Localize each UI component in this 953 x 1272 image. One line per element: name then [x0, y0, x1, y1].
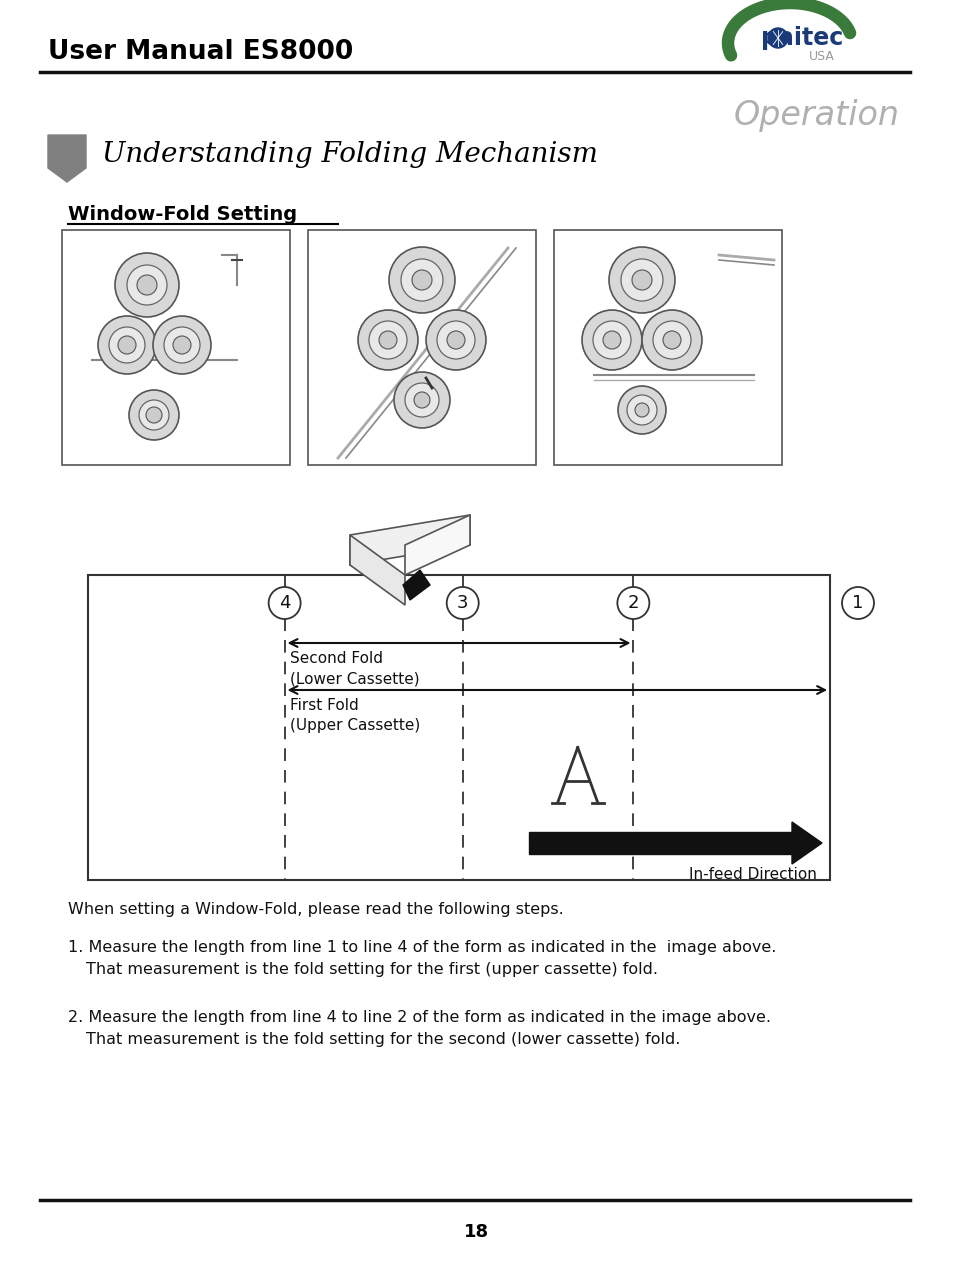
Circle shape — [841, 586, 873, 619]
Polygon shape — [48, 135, 86, 182]
Circle shape — [378, 331, 396, 349]
Text: Window-Fold Setting: Window-Fold Setting — [68, 206, 296, 224]
Circle shape — [608, 247, 675, 313]
Circle shape — [164, 327, 200, 363]
Text: (Upper Cassette): (Upper Cassette) — [290, 717, 419, 733]
Circle shape — [626, 396, 657, 425]
Circle shape — [405, 383, 438, 417]
Circle shape — [269, 586, 300, 619]
Polygon shape — [350, 515, 470, 565]
Circle shape — [617, 586, 649, 619]
Bar — [554, 230, 781, 466]
Text: paitec: paitec — [760, 25, 842, 50]
Polygon shape — [350, 536, 405, 605]
Circle shape — [662, 331, 680, 349]
Text: 1. Measure the length from line 1 to line 4 of the form as indicated in the  ima: 1. Measure the length from line 1 to lin… — [68, 940, 776, 955]
Circle shape — [767, 28, 787, 48]
Circle shape — [426, 310, 485, 370]
Circle shape — [369, 321, 407, 359]
Text: USA: USA — [808, 50, 834, 62]
Circle shape — [98, 315, 156, 374]
Circle shape — [129, 391, 179, 440]
Circle shape — [137, 275, 157, 295]
Circle shape — [412, 270, 432, 290]
Bar — [88, 575, 829, 880]
Text: 18: 18 — [464, 1222, 489, 1241]
Bar — [62, 230, 290, 466]
Circle shape — [109, 327, 145, 363]
Circle shape — [400, 259, 442, 301]
Circle shape — [618, 385, 665, 434]
Bar — [529, 832, 791, 854]
Circle shape — [146, 407, 162, 424]
Text: Operation: Operation — [733, 98, 899, 131]
Circle shape — [652, 321, 690, 359]
Circle shape — [620, 259, 662, 301]
Text: Understanding Folding Mechanism: Understanding Folding Mechanism — [102, 141, 598, 168]
Polygon shape — [402, 570, 430, 600]
Text: First Fold: First Fold — [290, 698, 358, 714]
Circle shape — [414, 392, 430, 408]
Circle shape — [593, 321, 630, 359]
Circle shape — [635, 403, 648, 417]
Circle shape — [357, 310, 417, 370]
Circle shape — [602, 331, 620, 349]
Text: 3: 3 — [456, 594, 468, 612]
Text: 2: 2 — [627, 594, 639, 612]
Text: 4: 4 — [278, 594, 290, 612]
Text: User Manual ES8000: User Manual ES8000 — [48, 39, 353, 65]
Circle shape — [581, 310, 641, 370]
Circle shape — [631, 270, 651, 290]
Text: When setting a Window-Fold, please read the following steps.: When setting a Window-Fold, please read … — [68, 902, 563, 917]
Text: 1: 1 — [851, 594, 862, 612]
Text: That measurement is the fold setting for the first (upper cassette) fold.: That measurement is the fold setting for… — [86, 962, 658, 977]
Polygon shape — [791, 822, 821, 864]
Text: That measurement is the fold setting for the second (lower cassette) fold.: That measurement is the fold setting for… — [86, 1032, 679, 1047]
Circle shape — [152, 315, 211, 374]
Bar — [308, 230, 536, 466]
Circle shape — [127, 265, 167, 305]
Circle shape — [641, 310, 701, 370]
Text: Second Fold: Second Fold — [290, 651, 382, 667]
Circle shape — [436, 321, 475, 359]
Text: (Lower Cassette): (Lower Cassette) — [290, 672, 418, 686]
Circle shape — [118, 336, 136, 354]
Circle shape — [172, 336, 191, 354]
Text: 2. Measure the length from line 4 to line 2 of the form as indicated in the imag: 2. Measure the length from line 4 to lin… — [68, 1010, 770, 1025]
Circle shape — [389, 247, 455, 313]
Circle shape — [446, 586, 478, 619]
Circle shape — [115, 253, 179, 317]
Circle shape — [139, 399, 169, 430]
Polygon shape — [405, 515, 470, 575]
Text: In-feed Direction: In-feed Direction — [688, 868, 816, 881]
Circle shape — [447, 331, 464, 349]
Circle shape — [394, 371, 450, 427]
